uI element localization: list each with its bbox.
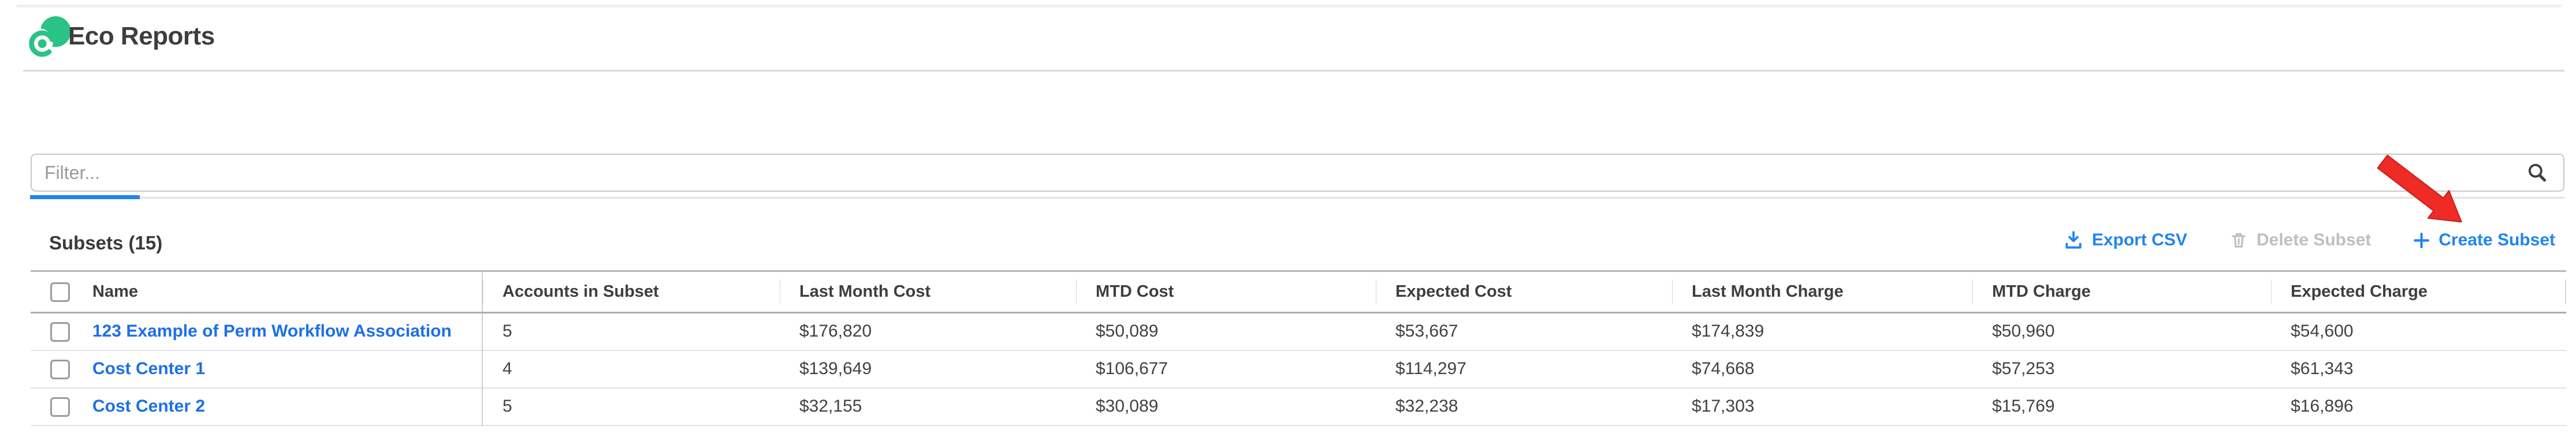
subsets-table: Name Accounts in Subset Last Month Cost … <box>31 270 2566 426</box>
subset-name-link[interactable]: Cost Center 1 <box>92 359 205 378</box>
column-header-expected-cost: Expected Cost <box>1376 271 1672 313</box>
column-header-mtd-charge: MTD Charge <box>1972 271 2271 313</box>
table-header-row: Name Accounts in Subset Last Month Cost … <box>31 271 2566 313</box>
select-all-checkbox[interactable] <box>50 282 70 302</box>
column-header-accounts-in-subset: Accounts in Subset <box>482 271 780 313</box>
expected-charge-cell: $54,600 <box>2271 313 2566 350</box>
column-header-name: Name <box>75 271 482 313</box>
accounts-in-subset-cell: 5 <box>482 313 780 350</box>
page-title: Eco Reports <box>68 22 215 51</box>
last-month-cost-cell: $139,649 <box>780 350 1076 388</box>
subset-name-link[interactable]: 123 Example of Perm Workflow Association <box>92 322 452 341</box>
table-row: Cost Center 1 4 $139,649 $106,677 $114,2… <box>31 350 2566 388</box>
subset-name-link[interactable]: Cost Center 2 <box>92 397 205 416</box>
toolbar: Export CSV Delete Subset Create Subset <box>2063 230 2555 251</box>
last-month-charge-cell: $174,839 <box>1672 313 1972 350</box>
tab-bar-divider <box>30 197 2564 199</box>
column-header-last-month-charge: Last Month Charge <box>1672 271 1972 313</box>
column-header-last-month-cost: Last Month Cost <box>780 271 1076 313</box>
download-icon <box>2063 230 2084 251</box>
delete-subset-label: Delete Subset <box>2257 230 2371 250</box>
plus-icon <box>2413 232 2430 249</box>
expected-cost-cell: $32,238 <box>1376 388 1672 425</box>
create-subset-button[interactable]: Create Subset <box>2413 230 2555 250</box>
row-checkbox[interactable] <box>50 322 70 342</box>
expected-charge-cell: $16,896 <box>2271 388 2566 425</box>
search-icon[interactable] <box>2526 162 2548 184</box>
table-row: 123 Example of Perm Workflow Association… <box>31 313 2566 350</box>
mtd-charge-cell: $57,253 <box>1972 350 2271 388</box>
accounts-in-subset-cell: 5 <box>482 388 780 425</box>
filter-input[interactable] <box>32 155 2563 191</box>
eco-swirl-icon <box>29 15 72 59</box>
mtd-cost-cell: $30,089 <box>1076 388 1376 425</box>
export-csv-label: Export CSV <box>2092 230 2187 250</box>
trash-icon <box>2229 230 2249 250</box>
column-header-mtd-cost: MTD Cost <box>1076 271 1376 313</box>
app-header: Eco Reports <box>0 0 2576 70</box>
last-month-charge-cell: $17,303 <box>1672 388 1972 425</box>
mtd-cost-cell: $50,089 <box>1076 313 1376 350</box>
expected-charge-cell: $61,343 <box>2271 350 2566 388</box>
mtd-charge-cell: $50,960 <box>1972 313 2271 350</box>
table-row: Cost Center 2 5 $32,155 $30,089 $32,238 … <box>31 388 2566 425</box>
mtd-cost-cell: $106,677 <box>1076 350 1376 388</box>
filter-bar <box>31 154 2564 192</box>
expected-cost-cell: $53,667 <box>1376 313 1672 350</box>
last-month-cost-cell: $32,155 <box>780 388 1076 425</box>
delete-subset-button[interactable]: Delete Subset <box>2229 230 2371 250</box>
last-month-cost-cell: $176,820 <box>780 313 1076 350</box>
create-subset-label: Create Subset <box>2439 230 2555 250</box>
table-body: 123 Example of Perm Workflow Association… <box>31 313 2566 425</box>
export-csv-button[interactable]: Export CSV <box>2063 230 2187 251</box>
last-month-charge-cell: $74,668 <box>1672 350 1972 388</box>
column-header-expected-charge: Expected Charge <box>2271 271 2566 313</box>
row-checkbox[interactable] <box>50 397 70 417</box>
expected-cost-cell: $114,297 <box>1376 350 1672 388</box>
mtd-charge-cell: $15,769 <box>1972 388 2271 425</box>
accounts-in-subset-cell: 4 <box>482 350 780 388</box>
subsets-count-heading: Subsets (15) <box>49 232 162 254</box>
row-checkbox[interactable] <box>50 360 70 379</box>
active-tab-underline <box>30 195 140 199</box>
tab-bar: Subsets Workflows <box>0 72 2576 127</box>
